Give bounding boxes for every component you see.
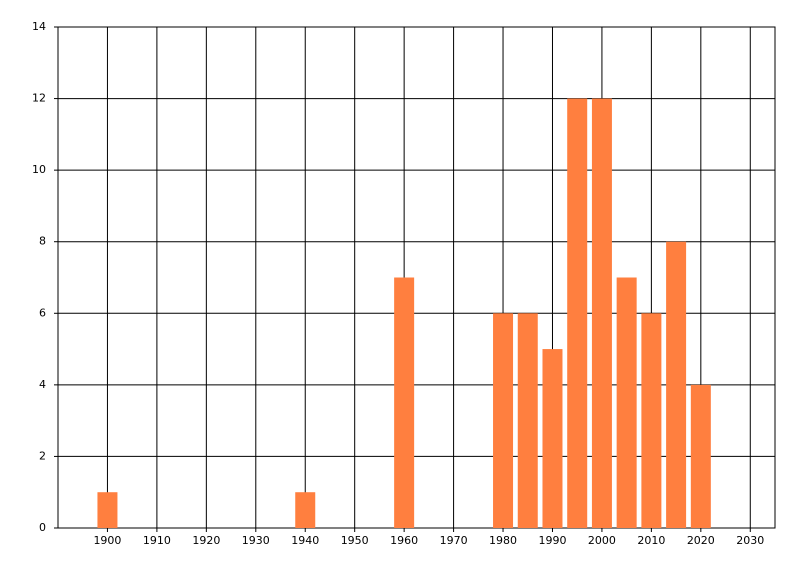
bar [97, 492, 118, 528]
x-tick-label: 1900 [93, 534, 121, 547]
x-tick-label: 1970 [440, 534, 468, 547]
x-tick-label: 1920 [192, 534, 220, 547]
y-tick-label: 6 [39, 306, 46, 319]
x-tick-label: 1950 [341, 534, 369, 547]
x-tick-label: 2030 [736, 534, 764, 547]
bar [567, 98, 588, 529]
y-tick-label: 12 [32, 92, 46, 105]
y-tick-label: 10 [32, 163, 46, 176]
bar [616, 277, 637, 528]
y-tick-label: 2 [39, 449, 46, 462]
bar [641, 313, 662, 528]
bar [295, 492, 316, 528]
x-tick-label: 2000 [588, 534, 616, 547]
x-tick-label: 2020 [687, 534, 715, 547]
y-tick-label: 8 [39, 235, 46, 248]
bar [493, 313, 514, 528]
y-tick-label: 0 [39, 521, 46, 534]
bar [666, 241, 687, 528]
x-tick-label: 1910 [143, 534, 171, 547]
bar [394, 277, 415, 528]
bar [542, 349, 563, 528]
x-tick-label: 2010 [637, 534, 665, 547]
x-tick-label: 1930 [242, 534, 270, 547]
x-tick-label: 1940 [291, 534, 319, 547]
bar [690, 384, 711, 528]
bar [591, 98, 612, 529]
x-tick-label: 1960 [390, 534, 418, 547]
bar [517, 313, 538, 528]
x-tick-label: 1980 [489, 534, 517, 547]
y-tick-label: 4 [39, 378, 46, 391]
plot-border [57, 26, 776, 529]
x-tick-label: 1990 [538, 534, 566, 547]
y-tick-label: 14 [32, 20, 46, 33]
